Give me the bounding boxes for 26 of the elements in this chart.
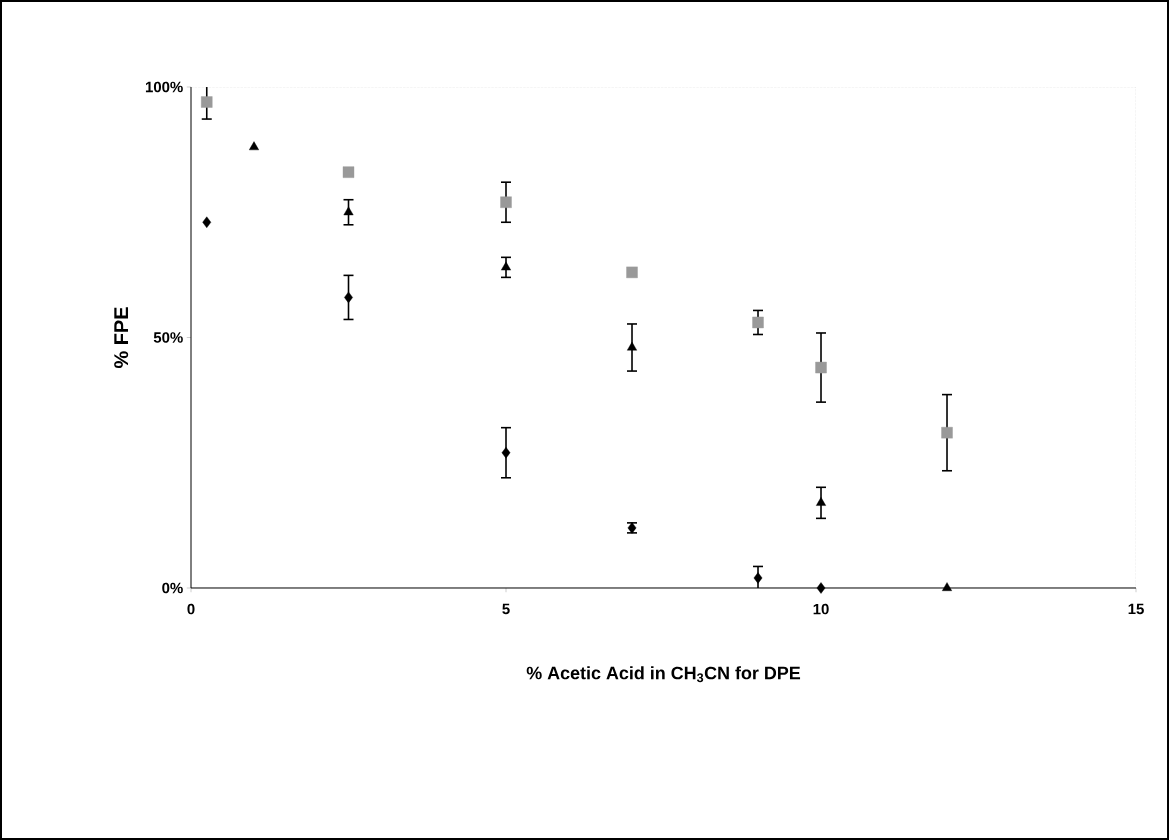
point (816, 497, 826, 506)
point (816, 582, 826, 594)
point (201, 96, 213, 108)
point (627, 341, 637, 351)
y-tick-label: 50% (153, 332, 183, 343)
point (343, 206, 354, 216)
x-tick-label: 5 (502, 603, 510, 615)
y-tick-label: 100% (145, 81, 183, 93)
point (815, 361, 827, 374)
point (752, 316, 764, 329)
point (500, 196, 512, 208)
x-axis-title: % Acetic Acid in CH$_{3}$CN for DPE (526, 666, 801, 683)
x-tick-label: 0 (187, 603, 195, 615)
point (942, 582, 952, 591)
y-axis-title: % FPE (114, 307, 129, 368)
point (342, 166, 355, 178)
point (249, 141, 259, 151)
point (501, 261, 511, 271)
x-tick-label: 10 (813, 603, 829, 615)
point (626, 266, 638, 279)
point (501, 447, 511, 459)
x-tick-label: 15 (1128, 603, 1144, 615)
point (753, 572, 763, 584)
y-tick-label: 0% (162, 582, 183, 594)
point (202, 216, 212, 228)
point (941, 426, 953, 439)
